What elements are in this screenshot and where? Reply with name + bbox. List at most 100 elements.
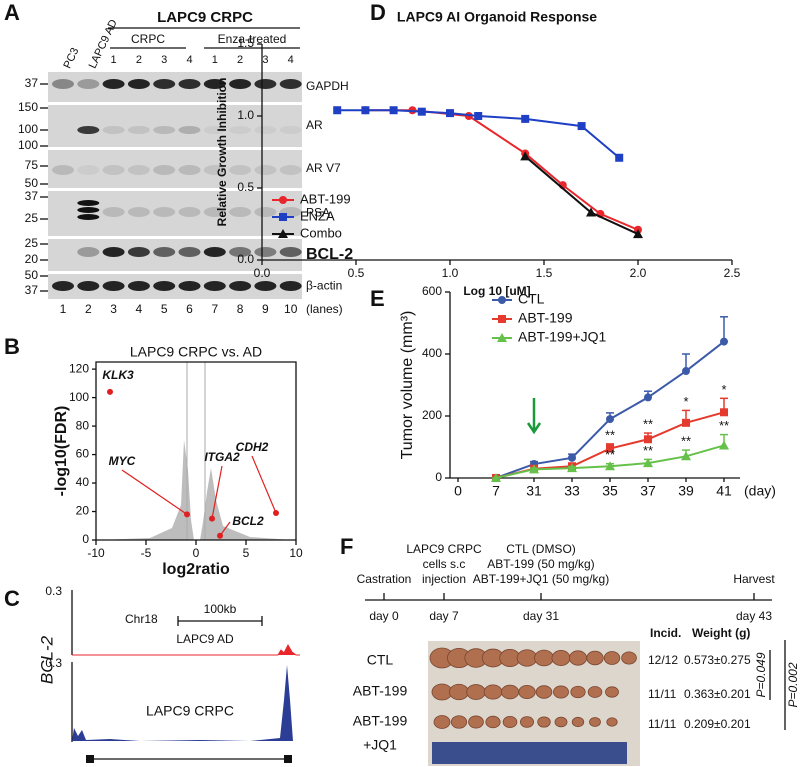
event-label: CTL (DMSO) [506, 542, 576, 556]
lanes-unit: (lanes) [306, 302, 343, 316]
marker-label: 25 [25, 211, 39, 225]
band [229, 281, 252, 291]
lane-number: 4 [186, 54, 192, 66]
band [203, 126, 226, 134]
x-tick-label: -5 [141, 546, 152, 560]
group-label: CTL [367, 652, 394, 668]
label-arrow [121, 469, 188, 515]
significance: ** [643, 443, 653, 458]
tumor [551, 650, 571, 666]
track-label: LAPC9 CRPC [146, 703, 234, 719]
lane-number: 1 [212, 54, 218, 66]
significance: ** [605, 447, 615, 462]
significance: ** [681, 434, 691, 449]
p-value: P=0.049 [754, 652, 768, 697]
tumor [568, 650, 588, 666]
group-label: ABT-199 [353, 713, 408, 729]
weight: 0.363±0.201 [684, 687, 751, 701]
track-label: LAPC9 AD [176, 632, 234, 646]
band [102, 79, 125, 89]
lane-number: 1 [60, 302, 67, 316]
event-label: Harvest [733, 572, 775, 586]
panel-letter: B [4, 334, 20, 359]
table-header: Incid. [650, 626, 681, 640]
chart-title: LAPC9 CRPC vs. AD [130, 344, 262, 360]
point [720, 408, 728, 417]
y-tick-label: 40 [76, 475, 90, 489]
tumor [485, 715, 501, 729]
band [52, 165, 74, 175]
group-label: +JQ1 [363, 737, 397, 753]
point [279, 196, 287, 204]
lane-number: 3 [161, 54, 167, 66]
band [279, 281, 302, 291]
band [77, 207, 100, 213]
x-tick-label: 41 [716, 483, 732, 499]
band [178, 126, 201, 134]
y-tick-label: 0 [82, 532, 89, 546]
band [52, 281, 74, 291]
x-tick-label: 39 [678, 483, 694, 499]
significance: * [683, 394, 688, 409]
x-tick-label: 0 [454, 483, 462, 499]
tumor [466, 684, 486, 700]
point [615, 153, 624, 162]
significance: ** [643, 416, 653, 431]
tumor [553, 685, 569, 699]
tumor [502, 716, 518, 728]
band [102, 207, 125, 217]
point [278, 229, 288, 238]
chart-title: LAPC9 AI Organoid Response [397, 9, 597, 25]
point [719, 440, 729, 450]
band [77, 126, 100, 134]
lane-number: 4 [288, 54, 294, 66]
incidence: 11/11 [648, 687, 677, 701]
tumor [534, 649, 554, 667]
band [77, 214, 100, 220]
band [203, 79, 226, 89]
band [153, 207, 176, 217]
point [529, 464, 539, 474]
lane-number: 3 [110, 302, 117, 316]
p-value: P=0.002 [786, 662, 800, 707]
lane-number: 10 [284, 302, 298, 316]
band [254, 247, 277, 257]
x-tick-label: 33 [564, 483, 580, 499]
event-label: cells s.c [423, 557, 466, 571]
point [498, 296, 506, 304]
incidence: 11/11 [648, 717, 677, 731]
blot [48, 105, 302, 147]
marker-label: 50 [25, 268, 39, 282]
y-tick-label: 400 [422, 346, 442, 360]
y-tick-label: 100 [69, 390, 89, 404]
band [229, 207, 252, 217]
legend-label: ABT-199+JQ1 [518, 329, 607, 345]
event-label: Castration [357, 572, 412, 586]
blot [48, 191, 302, 236]
point [474, 112, 483, 120]
legend-label: Combo [300, 225, 342, 240]
lane-number: 6 [186, 302, 193, 316]
tumor [589, 717, 601, 727]
point-label: MYC [109, 454, 136, 468]
band [229, 79, 252, 89]
lane-number: 9 [262, 302, 269, 316]
lane-number: 7 [211, 302, 218, 316]
y-tick-label: 20 [76, 504, 90, 518]
legend-label: CTL [518, 291, 545, 307]
tumor [448, 683, 470, 701]
group-label: Enza-treated [218, 32, 287, 46]
track-max: 0.3 [45, 584, 62, 598]
point [720, 337, 728, 346]
y-tick-label: 120 [69, 361, 89, 375]
marker-label: 37 [25, 283, 39, 297]
y-tick-label: 0.0 [237, 252, 254, 266]
day-label: day 43 [736, 609, 772, 623]
point [520, 151, 531, 161]
point [605, 461, 615, 471]
arrow [526, 398, 542, 435]
x-tick-label: 31 [526, 483, 542, 499]
point [107, 388, 113, 395]
gene-label: BCL-2 [37, 635, 56, 684]
